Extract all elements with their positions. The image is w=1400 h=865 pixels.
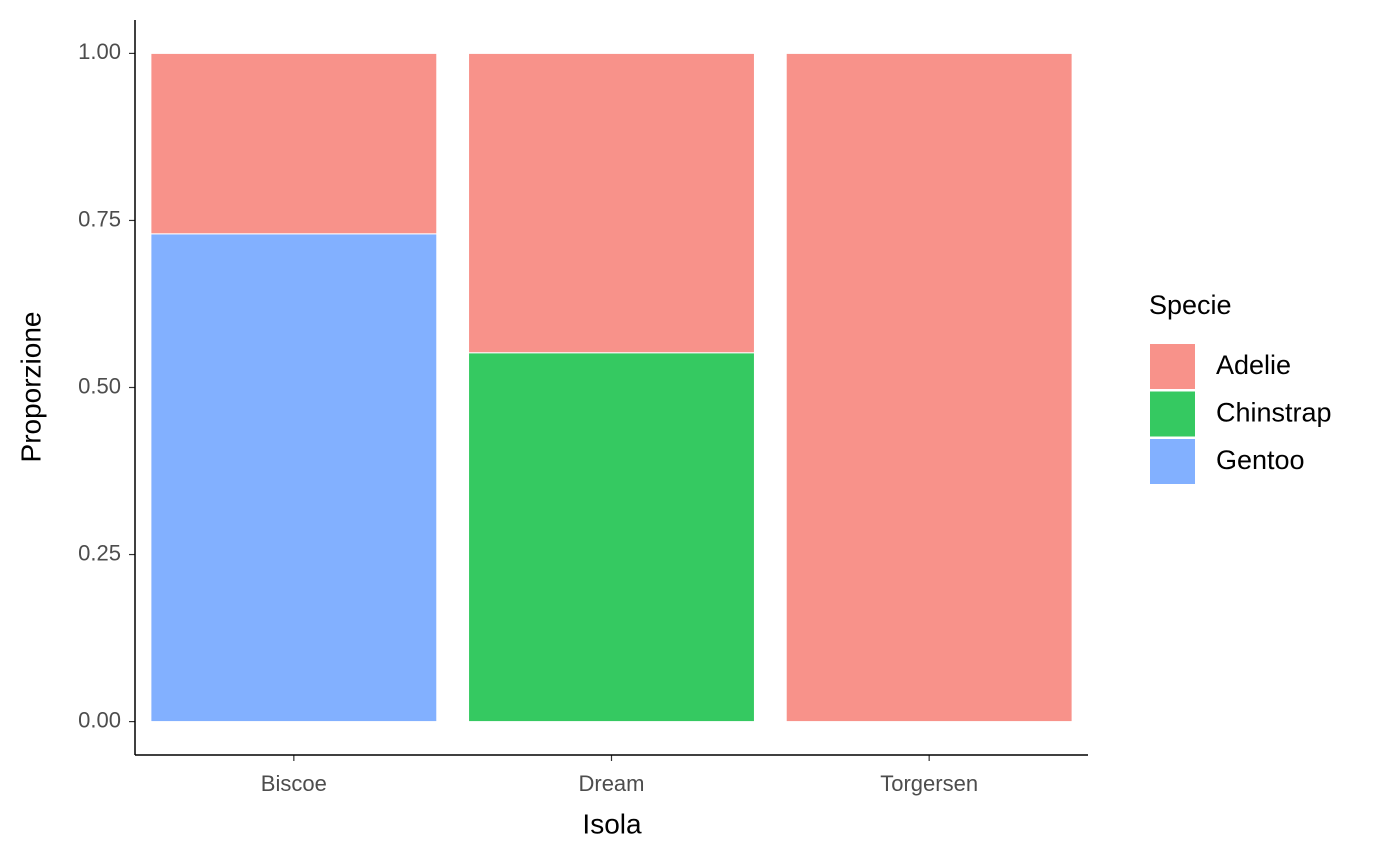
bar-segment bbox=[468, 52, 755, 354]
y-tick-label: 0.50 bbox=[78, 373, 121, 398]
y-tick-label: 0.75 bbox=[78, 206, 121, 231]
legend-key bbox=[1150, 439, 1195, 484]
x-tick-label: Dream bbox=[578, 771, 644, 796]
bar-segment bbox=[785, 52, 1073, 723]
legend-label: Adelie bbox=[1216, 350, 1291, 380]
y-tick-label: 0.00 bbox=[78, 707, 121, 732]
legend-key bbox=[1150, 391, 1195, 437]
x-axis-title: Isola bbox=[582, 808, 642, 839]
x-tick-label: Torgersen bbox=[880, 771, 978, 796]
legend-label: Chinstrap bbox=[1216, 398, 1332, 428]
bar-segment bbox=[150, 233, 438, 723]
y-tick-label: 1.00 bbox=[78, 39, 121, 64]
y-tick-label: 0.25 bbox=[78, 540, 121, 565]
bar-segment bbox=[468, 352, 755, 723]
legend-key bbox=[1150, 344, 1195, 389]
bar-segment bbox=[150, 52, 438, 235]
legend-title: Specie bbox=[1149, 290, 1232, 320]
legend-label: Gentoo bbox=[1216, 445, 1305, 475]
y-axis-title: Proporzione bbox=[15, 312, 46, 463]
x-tick-label: Biscoe bbox=[261, 771, 327, 796]
